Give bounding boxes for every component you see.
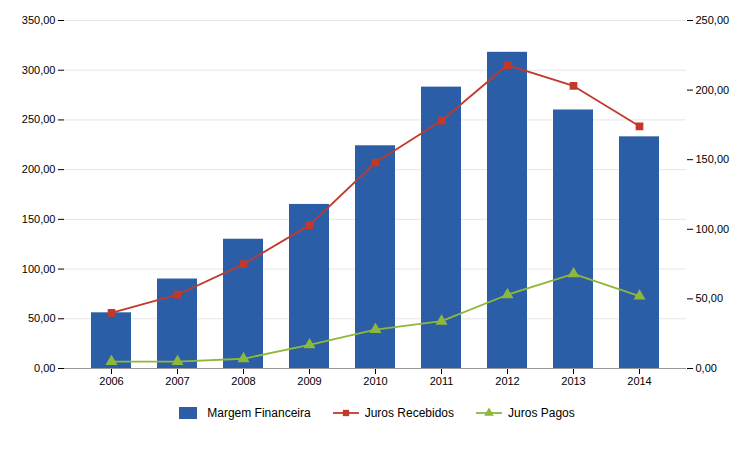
svg-text:2011: 2011 [430, 375, 454, 387]
svg-text:150,00: 150,00 [22, 213, 56, 225]
svg-text:0,00: 0,00 [34, 362, 55, 374]
html-text:Margem Financeira: Margem Financeira [207, 406, 311, 420]
svg-text:300,00: 300,00 [22, 64, 56, 76]
svg-text:50,00: 50,00 [696, 292, 724, 304]
svg-text:100,00: 100,00 [696, 223, 730, 235]
svg-text:200,00: 200,00 [22, 163, 56, 175]
svg-text:50,00: 50,00 [28, 312, 56, 324]
svg-text:2010: 2010 [363, 375, 387, 387]
svg-text:2007: 2007 [165, 375, 189, 387]
svg-text:350,00: 350,00 [22, 14, 56, 26]
html-text:Juros Recebidos: Juros Recebidos [364, 406, 454, 420]
svg-text:2009: 2009 [297, 375, 321, 387]
svg-text:2008: 2008 [231, 375, 255, 387]
svg-text:2014: 2014 [627, 375, 651, 387]
svg-text:2012: 2012 [495, 375, 519, 387]
svg-text:0,00: 0,00 [696, 362, 717, 374]
svg-text:150,00: 150,00 [696, 153, 730, 165]
svg-text:100,00: 100,00 [22, 263, 56, 275]
svg-text:2013: 2013 [561, 375, 585, 387]
svg-text:2006: 2006 [99, 375, 123, 387]
svg-text:200,00: 200,00 [696, 84, 730, 96]
svg-text:250,00: 250,00 [22, 113, 56, 125]
svg-text:250,00: 250,00 [696, 14, 730, 26]
html-text:Juros Pagos: Juros Pagos [508, 406, 575, 420]
